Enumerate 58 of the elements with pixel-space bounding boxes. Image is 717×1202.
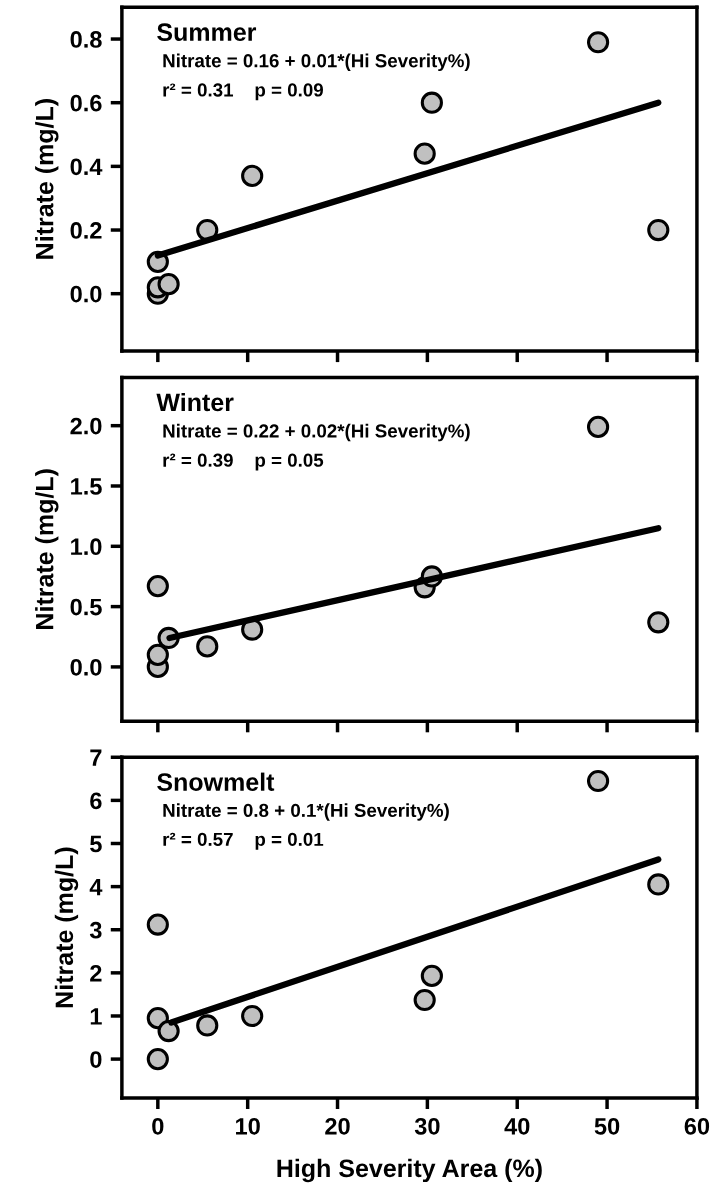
annotation: Nitrate = 0.16 + 0.01*(Hi Severity%) — [163, 53, 470, 72]
point — [241, 1004, 264, 1028]
point — [146, 575, 169, 598]
y-tick-label: 2 — [90, 964, 102, 982]
annotation: Nitrate = 0.8 + 0.1*(Hi Severity%) — [163, 803, 449, 821]
y-tick-label: 1.0 — [71, 538, 102, 556]
y-axis-title: Nitrate (mg/L) — [54, 847, 79, 1008]
x-tick-label: 0 — [152, 1117, 164, 1135]
point — [196, 1014, 219, 1037]
annotation: Winter — [156, 392, 234, 412]
y-tick-label: 0.4 — [70, 158, 103, 176]
annotation: r² = 0.57 p = 0.01 — [163, 832, 324, 850]
y-tick-label: 0.5 — [70, 598, 102, 616]
x-tick-label: 60 — [684, 1117, 710, 1135]
y-tick-label: 5 — [90, 835, 102, 853]
point — [146, 643, 169, 666]
y-axis-title: Nitrate (mg/L) — [35, 99, 59, 259]
point — [157, 1019, 180, 1043]
point — [647, 611, 670, 634]
point — [586, 415, 610, 438]
point — [241, 164, 264, 188]
point — [420, 91, 443, 114]
y-tick-label: 0.2 — [70, 222, 102, 239]
x-tick-label: 30 — [414, 1117, 440, 1135]
point — [146, 1048, 169, 1071]
y-tick-label: 0.6 — [70, 94, 102, 112]
y-axis-title: Nitrate (mg/L) — [35, 469, 59, 629]
point — [196, 635, 219, 658]
point — [413, 988, 436, 1012]
annotation: Summer — [157, 23, 257, 42]
y-tick-label: 2.0 — [70, 417, 102, 435]
y-tick-label: 0.8 — [70, 31, 102, 48]
point — [413, 142, 436, 165]
point — [146, 913, 169, 936]
x-axis-title: High Severity Area (%) — [277, 1158, 542, 1183]
annotation: Snowmelt — [157, 772, 275, 791]
annotation: r² = 0.39 p = 0.05 — [163, 453, 324, 471]
y-tick-label: 4 — [89, 878, 103, 896]
annotation: Nitrate = 0.22 + 0.02*(Hi Severity%) — [163, 423, 470, 442]
y-tick-label: 3 — [89, 921, 102, 939]
point — [586, 769, 610, 793]
y-tick-label: 0.0 — [70, 285, 102, 303]
y-tick-label: 0 — [90, 1051, 102, 1068]
y-tick-label: 1.5 — [71, 478, 102, 495]
point — [586, 31, 610, 54]
y-tick-label: 1 — [90, 1008, 102, 1025]
y-tick-label: 7 — [90, 749, 102, 766]
y-tick-label: 0.0 — [70, 658, 102, 676]
x-tick-label: 50 — [594, 1117, 620, 1135]
x-tick-label: 10 — [236, 1117, 260, 1135]
y-tick-label: 6 — [90, 792, 102, 810]
annotation: r² = 0.31 p = 0.09 — [163, 83, 323, 101]
x-tick-label: 40 — [504, 1117, 530, 1135]
x-tick-label: 20 — [325, 1117, 350, 1135]
point — [420, 964, 443, 987]
point — [647, 873, 670, 896]
point — [157, 273, 180, 296]
point — [647, 218, 670, 242]
